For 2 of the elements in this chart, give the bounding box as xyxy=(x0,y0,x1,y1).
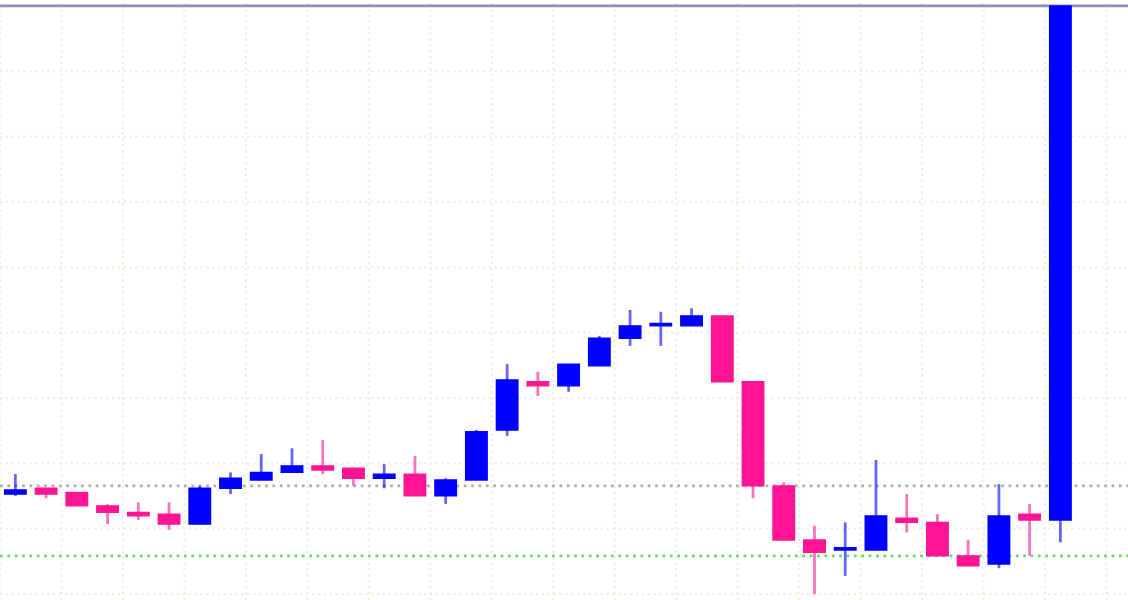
candlestick xyxy=(188,484,212,526)
candlestick xyxy=(587,334,611,368)
